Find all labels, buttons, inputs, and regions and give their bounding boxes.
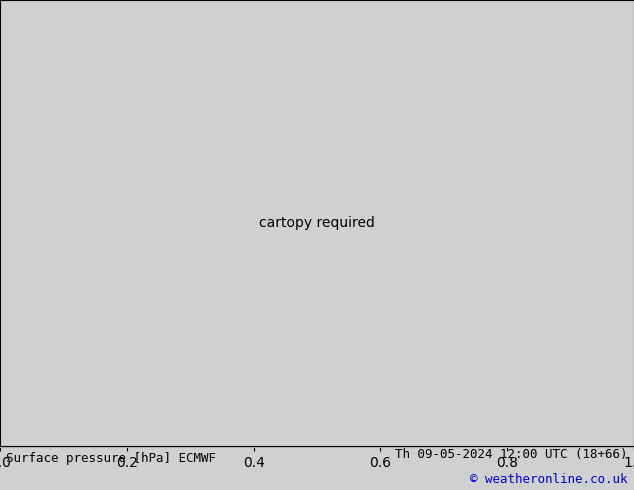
Text: Surface pressure [hPa] ECMWF: Surface pressure [hPa] ECMWF — [6, 452, 216, 465]
Text: © weatheronline.co.uk: © weatheronline.co.uk — [470, 473, 628, 486]
Text: Th 09-05-2024 12:00 UTC (18+66): Th 09-05-2024 12:00 UTC (18+66) — [395, 448, 628, 461]
Text: cartopy required: cartopy required — [259, 216, 375, 230]
